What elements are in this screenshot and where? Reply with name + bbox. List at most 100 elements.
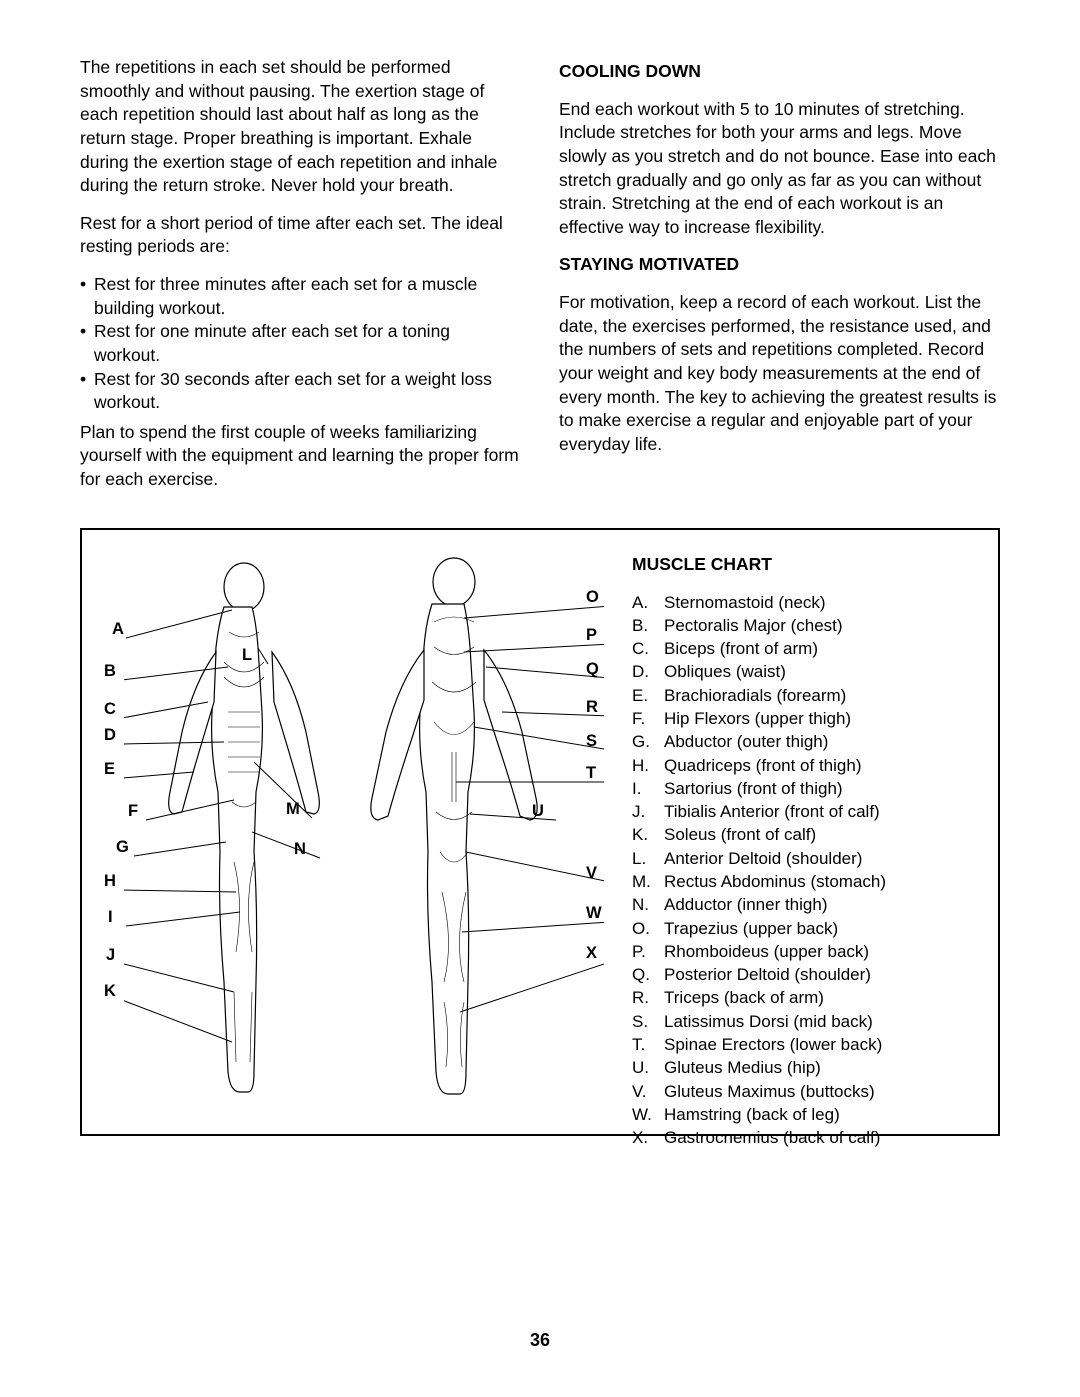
diagram-label: P <box>586 626 597 645</box>
heading-cooling-down: COOLING DOWN <box>559 60 1000 84</box>
muscle-legend-letter: T. <box>632 1033 664 1056</box>
muscle-legend-row: X.Gastrocnemius (back of calf) <box>632 1126 978 1149</box>
muscle-legend-row: O.Trapezius (upper back) <box>632 917 978 940</box>
muscle-legend-letter: V. <box>632 1080 664 1103</box>
muscle-legend-name: Adductor (inner thigh) <box>664 893 978 916</box>
muscle-legend-letter: U. <box>632 1056 664 1079</box>
muscle-legend-row: T.Spinae Erectors (lower back) <box>632 1033 978 1056</box>
muscle-legend-name: Spinae Erectors (lower back) <box>664 1033 978 1056</box>
muscle-legend-row: H.Quadriceps (front of thigh) <box>632 754 978 777</box>
diagram-label: J <box>106 946 115 965</box>
right-column: COOLING DOWN End each workout with 5 to … <box>559 56 1000 506</box>
bullet-item: Rest for three minutes after each set fo… <box>80 273 521 320</box>
diagram-label: W <box>586 904 602 923</box>
diagram-label: N <box>294 840 306 859</box>
diagram-label: S <box>586 732 597 751</box>
bullet-item: Rest for one minute after each set for a… <box>80 320 521 367</box>
diagram-label: K <box>104 982 116 1001</box>
muscle-legend-name: Pectoralis Major (chest) <box>664 614 978 637</box>
muscle-legend-letter: I. <box>632 777 664 800</box>
muscle-legend-letter: A. <box>632 591 664 614</box>
muscle-legend-name: Sartorius (front of thigh) <box>664 777 978 800</box>
muscle-legend-letter: J. <box>632 800 664 823</box>
muscle-chart-box: ABCDEFGHIJKLMNOPQRSTUVWX MUSCLE CHART A.… <box>80 528 1000 1136</box>
two-column-layout: The repetitions in each set should be pe… <box>80 56 1000 506</box>
muscle-legend-row: C.Biceps (front of arm) <box>632 637 978 660</box>
rest-bullet-list: Rest for three minutes after each set fo… <box>80 273 521 415</box>
anatomy-figure-svg <box>124 552 604 1112</box>
paragraph-plan: Plan to spend the first couple of weeks … <box>80 421 521 492</box>
muscle-legend-letter: S. <box>632 1010 664 1033</box>
diagram-label: H <box>104 872 116 891</box>
muscle-legend-name: Rhomboideus (upper back) <box>664 940 978 963</box>
diagram-label: Q <box>586 660 599 679</box>
muscle-legend-letter: Q. <box>632 963 664 986</box>
muscle-legend-name: Hamstring (back of leg) <box>664 1103 978 1126</box>
paragraph-reps: The repetitions in each set should be pe… <box>80 56 521 198</box>
muscle-legend-letter: H. <box>632 754 664 777</box>
muscle-legend-row: S.Latissimus Dorsi (mid back) <box>632 1010 978 1033</box>
page-number: 36 <box>0 1330 1080 1351</box>
muscle-legend-name: Sternomastoid (neck) <box>664 591 978 614</box>
diagram-label: M <box>286 800 300 819</box>
muscle-legend-letter: P. <box>632 940 664 963</box>
muscle-legend-name: Quadriceps (front of thigh) <box>664 754 978 777</box>
bullet-item: Rest for 30 seconds after each set for a… <box>80 368 521 415</box>
diagram-label: R <box>586 698 598 717</box>
muscle-legend-name: Biceps (front of arm) <box>664 637 978 660</box>
paragraph-cooling: End each workout with 5 to 10 minutes of… <box>559 98 1000 240</box>
left-column: The repetitions in each set should be pe… <box>80 56 521 506</box>
muscle-legend-letter: E. <box>632 684 664 707</box>
muscle-legend-row: W.Hamstring (back of leg) <box>632 1103 978 1126</box>
diagram-label: A <box>112 620 124 639</box>
muscle-legend-row: N.Adductor (inner thigh) <box>632 893 978 916</box>
diagram-label: D <box>104 726 116 745</box>
muscle-legend-name: Tibialis Anterior (front of calf) <box>664 800 978 823</box>
muscle-legend-name: Latissimus Dorsi (mid back) <box>664 1010 978 1033</box>
muscle-legend-letter: L. <box>632 847 664 870</box>
muscle-legend-name: Anterior Deltoid (shoulder) <box>664 847 978 870</box>
muscle-legend-name: Gluteus Maximus (buttocks) <box>664 1080 978 1103</box>
muscle-legend-letter: X. <box>632 1126 664 1149</box>
muscle-legend-letter: C. <box>632 637 664 660</box>
muscle-legend-letter: B. <box>632 614 664 637</box>
muscle-legend-row: V.Gluteus Maximus (buttocks) <box>632 1080 978 1103</box>
muscle-legend-row: K.Soleus (front of calf) <box>632 823 978 846</box>
muscle-legend-name: Gastrocnemius (back of calf) <box>664 1126 978 1149</box>
muscle-chart-title: MUSCLE CHART <box>632 554 978 575</box>
muscle-legend-name: Rectus Abdominus (stomach) <box>664 870 978 893</box>
diagram-label: O <box>586 588 599 607</box>
muscle-legend-row: F.Hip Flexors (upper thigh) <box>632 707 978 730</box>
diagram-label: X <box>586 944 597 963</box>
diagram-label: L <box>242 646 252 665</box>
muscle-legend-row: P.Rhomboideus (upper back) <box>632 940 978 963</box>
muscle-legend-row: U.Gluteus Medius (hip) <box>632 1056 978 1079</box>
muscle-legend-letter: M. <box>632 870 664 893</box>
muscle-legend-name: Hip Flexors (upper thigh) <box>664 707 978 730</box>
muscle-legend-row: E.Brachioradials (forearm) <box>632 684 978 707</box>
diagram-label: E <box>104 760 115 779</box>
muscle-chart-legend: MUSCLE CHART A.Sternomastoid (neck)B.Pec… <box>632 542 978 1114</box>
muscle-legend-name: Triceps (back of arm) <box>664 986 978 1009</box>
muscle-legend-row: M.Rectus Abdominus (stomach) <box>632 870 978 893</box>
muscle-legend-letter: W. <box>632 1103 664 1126</box>
diagram-label: B <box>104 662 116 681</box>
muscle-legend-row: I.Sartorius (front of thigh) <box>632 777 978 800</box>
diagram-label: C <box>104 700 116 719</box>
muscle-legend-row: J.Tibialis Anterior (front of calf) <box>632 800 978 823</box>
muscle-legend-name: Brachioradials (forearm) <box>664 684 978 707</box>
page: The repetitions in each set should be pe… <box>0 0 1080 1176</box>
muscle-legend-row: L.Anterior Deltoid (shoulder) <box>632 847 978 870</box>
muscle-legend-row: G.Abductor (outer thigh) <box>632 730 978 753</box>
muscle-legend-letter: K. <box>632 823 664 846</box>
diagram-label: G <box>116 838 129 857</box>
diagram-label: F <box>128 802 138 821</box>
diagram-label: I <box>108 908 113 927</box>
muscle-legend-row: B.Pectoralis Major (chest) <box>632 614 978 637</box>
diagram-label: T <box>586 764 596 783</box>
muscle-legend-letter: N. <box>632 893 664 916</box>
muscle-legend-letter: O. <box>632 917 664 940</box>
muscle-legend-row: A.Sternomastoid (neck) <box>632 591 978 614</box>
muscle-legend-name: Posterior Deltoid (shoulder) <box>664 963 978 986</box>
diagram-label: U <box>532 802 544 821</box>
